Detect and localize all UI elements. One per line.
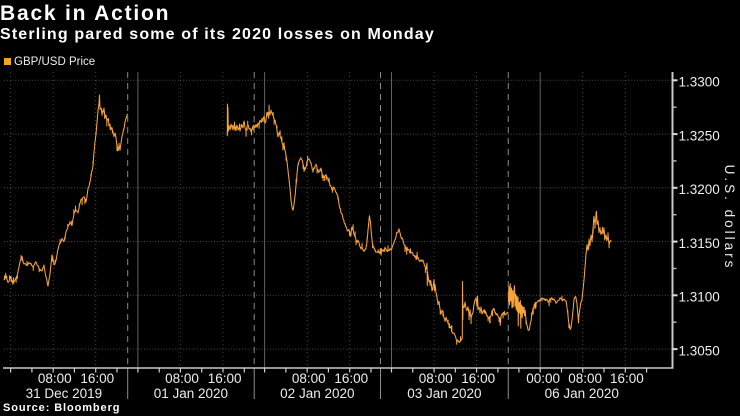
svg-text:16:00: 16:00 (80, 371, 114, 386)
svg-text:1.3250: 1.3250 (679, 128, 720, 143)
svg-text:1.3150: 1.3150 (679, 236, 720, 251)
svg-text:16:00: 16:00 (461, 371, 495, 386)
svg-text:1.3200: 1.3200 (679, 182, 720, 197)
svg-text:06 Jan 2020: 06 Jan 2020 (545, 386, 619, 401)
svg-text:02 Jan 2020: 02 Jan 2020 (280, 386, 354, 401)
svg-text:1.3300: 1.3300 (679, 75, 720, 90)
svg-text:16:00: 16:00 (610, 371, 644, 386)
svg-text:31 Dec 2019: 31 Dec 2019 (26, 386, 103, 401)
svg-text:08:00: 08:00 (292, 371, 326, 386)
svg-text:16:00: 16:00 (208, 371, 242, 386)
svg-text:00:00: 00:00 (526, 371, 560, 386)
svg-text:03 Jan 2020: 03 Jan 2020 (407, 386, 481, 401)
svg-text:16:00: 16:00 (334, 371, 368, 386)
svg-text:1.3050: 1.3050 (679, 343, 720, 358)
svg-text:08:00: 08:00 (568, 371, 602, 386)
svg-text:08:00: 08:00 (165, 371, 199, 386)
svg-text:01 Jan 2020: 01 Jan 2020 (154, 386, 228, 401)
svg-text:U.S. dollars: U.S. dollars (722, 165, 737, 271)
svg-text:08:00: 08:00 (419, 371, 453, 386)
svg-text:1.3100: 1.3100 (679, 290, 720, 305)
svg-text:08:00: 08:00 (38, 371, 72, 386)
